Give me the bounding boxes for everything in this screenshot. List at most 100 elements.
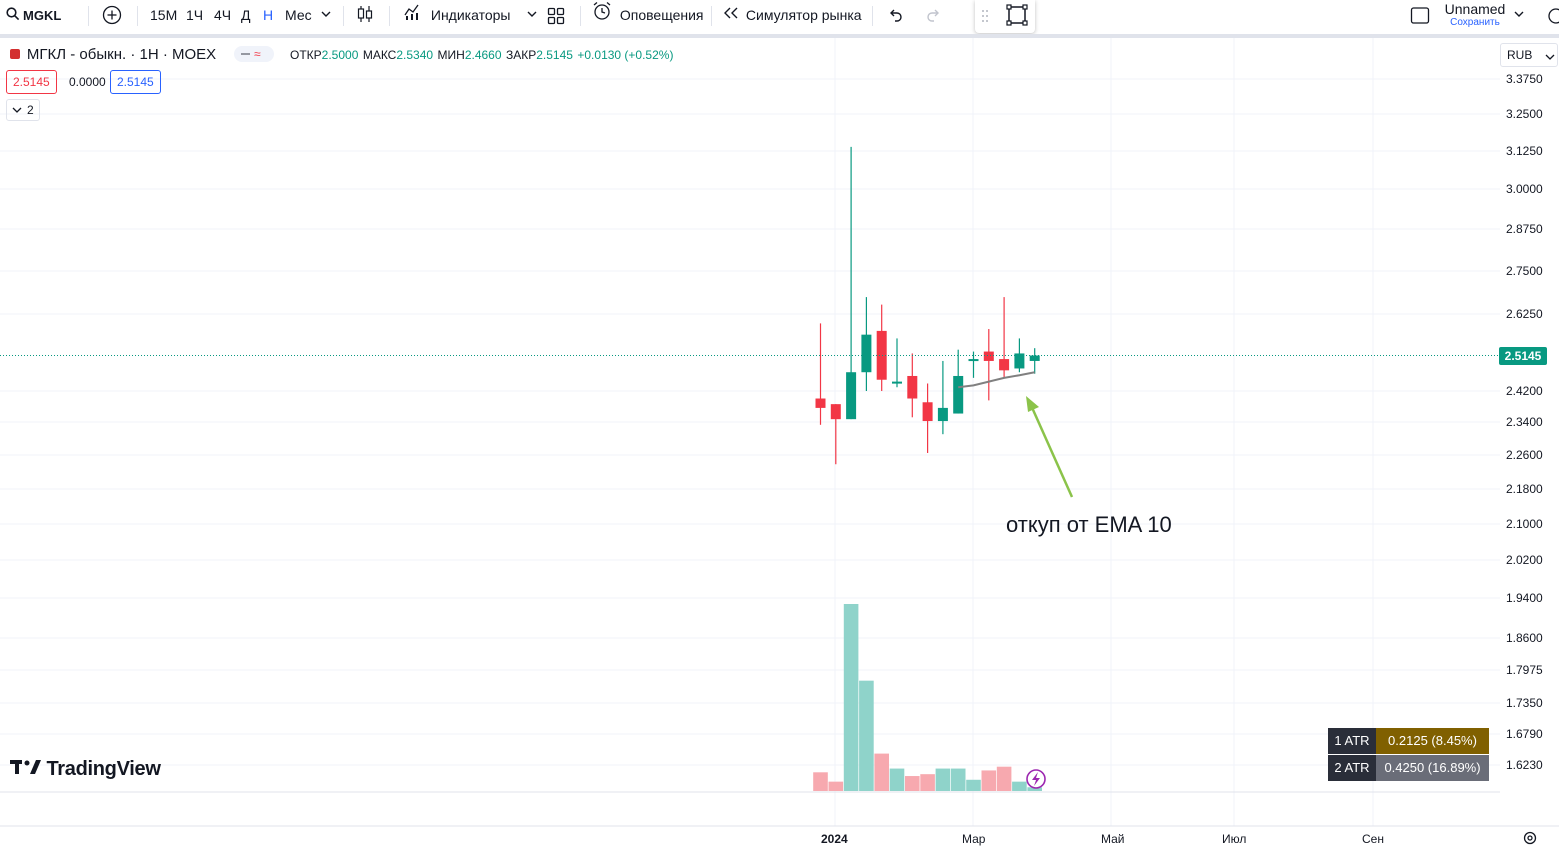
grid-icon xyxy=(547,7,565,28)
search-icon xyxy=(6,1,20,31)
open-value: 2.5000 xyxy=(321,48,359,62)
interval-1h[interactable]: 1Ч xyxy=(186,7,204,23)
interval-month[interactable]: Мес xyxy=(285,7,312,23)
volume-bars xyxy=(813,604,1042,791)
rectangle-select-icon[interactable] xyxy=(1005,3,1029,32)
chevron-down-icon xyxy=(526,7,538,23)
interval-day[interactable]: Д xyxy=(241,7,251,23)
price-tick: 3.2500 xyxy=(1506,107,1543,121)
price-tick: 1.9400 xyxy=(1506,591,1543,605)
price-tick: 2.7500 xyxy=(1506,264,1543,278)
candle-body xyxy=(830,404,841,420)
candle xyxy=(846,146,857,420)
low-label: МИН xyxy=(437,48,465,62)
candle-body xyxy=(922,402,933,422)
price-tick: 1.6230 xyxy=(1506,758,1543,772)
volume-bar xyxy=(920,774,935,791)
price-tick: 2.0200 xyxy=(1506,553,1543,567)
price-tick: 2.4200 xyxy=(1506,384,1543,398)
atr-value: 0.4250 (16.89%) xyxy=(1376,755,1489,781)
time-tick: Мар xyxy=(962,832,986,846)
divider xyxy=(711,6,712,26)
symbol-search[interactable]: MGKL xyxy=(6,0,61,30)
price-tick: 2.1000 xyxy=(1506,517,1543,531)
symbol-name: MGKL xyxy=(23,8,62,23)
close-label: ЗАКР xyxy=(505,48,537,62)
layout-name-button[interactable]: Unnamed Сохранить xyxy=(1442,2,1508,29)
layout-checkbox[interactable] xyxy=(1410,6,1430,36)
buy-button[interactable]: 2.5145 xyxy=(110,70,161,94)
time-tick: Июл xyxy=(1222,832,1247,846)
moex-logo-icon xyxy=(10,49,20,60)
last-price-label: 2.5145 xyxy=(1499,346,1547,365)
price-tick: 1.6790 xyxy=(1506,727,1543,741)
drawing-toolbar-popup xyxy=(975,0,1035,33)
arrow-head xyxy=(1026,396,1039,412)
high-value: 2.5340 xyxy=(396,48,434,62)
market-status-badge[interactable]: ≈ xyxy=(234,46,274,62)
candle-body xyxy=(1014,353,1025,369)
top-toolbar: MGKL 15М 1Ч 4Ч Д Н Мес Индикаторы xyxy=(0,0,1559,34)
tradingview-logo[interactable]: TradingView xyxy=(10,758,161,781)
divider xyxy=(872,6,873,26)
alerts-label: Оповещения xyxy=(619,7,704,23)
candle xyxy=(937,360,948,435)
alerts-button[interactable]: Оповещения xyxy=(592,0,704,30)
chart-canvas[interactable] xyxy=(0,38,1559,850)
add-symbol-button[interactable] xyxy=(101,4,123,26)
redo-button[interactable] xyxy=(925,5,943,35)
tv-logo-text: TradingView xyxy=(46,758,161,780)
divider xyxy=(389,6,390,26)
candle xyxy=(815,323,826,425)
candle xyxy=(953,349,964,414)
price-tick: 1.7975 xyxy=(1506,663,1543,677)
candle-body xyxy=(937,407,948,422)
candle-body xyxy=(983,351,994,361)
candle xyxy=(876,304,887,391)
candle xyxy=(1014,338,1025,373)
templates-button[interactable] xyxy=(547,5,565,35)
redo-icon xyxy=(925,9,943,28)
candle xyxy=(892,338,902,388)
interval-week[interactable]: Н xyxy=(263,7,274,23)
legend-title[interactable]: МГКЛ - обыкн. · 1Н · MOEX xyxy=(26,45,217,63)
interval-4h[interactable]: 4Ч xyxy=(214,7,232,23)
divider xyxy=(88,6,89,26)
save-label: Сохранить xyxy=(1450,17,1500,28)
candle-body xyxy=(892,381,902,384)
price-tick: 3.0000 xyxy=(1506,182,1543,196)
atr-label: 2 ATR xyxy=(1328,755,1376,781)
chevron-down-icon xyxy=(12,101,22,121)
drag-handle-icon[interactable] xyxy=(980,8,990,29)
annotation-text[interactable]: откуп от EMA 10 xyxy=(1006,512,1172,537)
lightning-icon xyxy=(1026,769,1046,789)
time-tick: 2024 xyxy=(821,832,848,846)
volume-bar xyxy=(935,768,951,791)
symbol-legend: МГКЛ - обыкн. · 1Н · MOEX xyxy=(10,45,216,63)
candle xyxy=(1029,348,1040,374)
replay-button[interactable]: Симулятор рынка xyxy=(722,0,862,30)
high-label: МАКС xyxy=(362,48,397,62)
interval-15m[interactable]: 15М xyxy=(150,7,178,23)
candle-body xyxy=(907,375,918,399)
quick-search-button[interactable] xyxy=(1546,6,1559,36)
ohlc-values: ОТКР2.5000 МАКС2.5340 МИН2.4660 ЗАКР2.51… xyxy=(290,46,673,64)
undo-button[interactable] xyxy=(886,5,904,35)
currency-selector[interactable]: RUB xyxy=(1500,43,1558,67)
sell-button[interactable]: 2.5145 xyxy=(6,70,57,94)
chart-type-button[interactable] xyxy=(356,3,374,33)
layout-dropdown[interactable] xyxy=(1513,0,1525,30)
volume-bar xyxy=(905,776,920,791)
open-label: ОТКР xyxy=(290,48,322,62)
chart-settings-button[interactable] xyxy=(1522,830,1538,851)
tv-logo-icon xyxy=(10,758,42,781)
time-tick: Май xyxy=(1101,832,1125,846)
spread-value: 0.0000 xyxy=(69,75,106,89)
indicators-button[interactable]: Индикаторы xyxy=(403,0,538,30)
interval-dropdown[interactable] xyxy=(320,0,332,30)
chevron-down-icon xyxy=(1545,49,1555,67)
indicators-collapse-button[interactable]: 2 xyxy=(6,99,40,121)
candle xyxy=(968,351,979,378)
volume-bar xyxy=(859,680,874,791)
price-tick: 3.3750 xyxy=(1506,72,1543,86)
